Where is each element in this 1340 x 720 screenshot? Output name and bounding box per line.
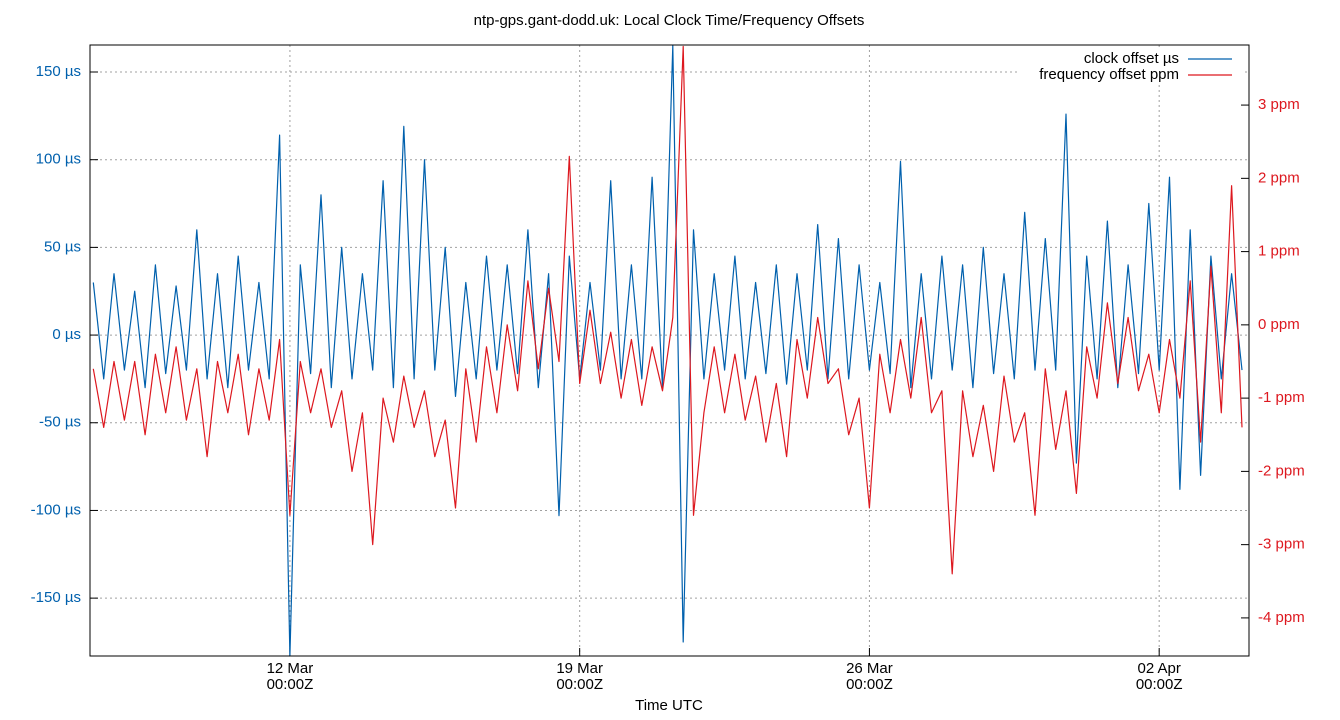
x-tick-label: 00:00Z	[1136, 676, 1183, 693]
x-tick-label: 00:00Z	[846, 676, 893, 693]
y2-tick-label: -4 ppm	[1258, 609, 1305, 626]
y2-tick-label: 0 ppm	[1258, 316, 1300, 333]
series-line	[92, 45, 1243, 657]
x-tick-label: 19 Mar	[556, 660, 603, 677]
y2-tick-label: 3 ppm	[1258, 96, 1300, 113]
y2-tick-label: 2 ppm	[1258, 169, 1300, 186]
legend-label: frequency offset ppm	[1039, 66, 1179, 83]
y-tick-label: -150 µs	[31, 589, 81, 606]
x-tick-label: 12 Mar	[267, 660, 314, 677]
plot-border	[89, 44, 1250, 657]
y2-tick-label: -3 ppm	[1258, 536, 1305, 553]
y-tick-label: -50 µs	[39, 414, 81, 431]
x-tick-label: 00:00Z	[556, 676, 603, 693]
x-tick-label: 00:00Z	[267, 676, 314, 693]
x-tick-label: 26 Mar	[846, 660, 893, 677]
x-axis-label: Time UTC	[635, 697, 703, 714]
y-tick-label: 0 µs	[52, 326, 81, 343]
legend-box	[1020, 49, 1245, 85]
y2-tick-label: -1 ppm	[1258, 389, 1305, 406]
y-tick-label: -100 µs	[31, 501, 81, 518]
x-tick-label: 02 Apr	[1137, 660, 1180, 677]
y-tick-label: 100 µs	[36, 151, 81, 168]
series-line	[92, 45, 1243, 575]
y-tick-label: 50 µs	[44, 238, 81, 255]
legend-label: clock offset µs	[1084, 50, 1179, 67]
chart-title: ntp-gps.gant-dodd.uk: Local Clock Time/F…	[474, 12, 865, 29]
y2-tick-label: -2 ppm	[1258, 462, 1305, 479]
y-tick-label: 150 µs	[36, 63, 81, 80]
y2-tick-label: 1 ppm	[1258, 243, 1300, 260]
